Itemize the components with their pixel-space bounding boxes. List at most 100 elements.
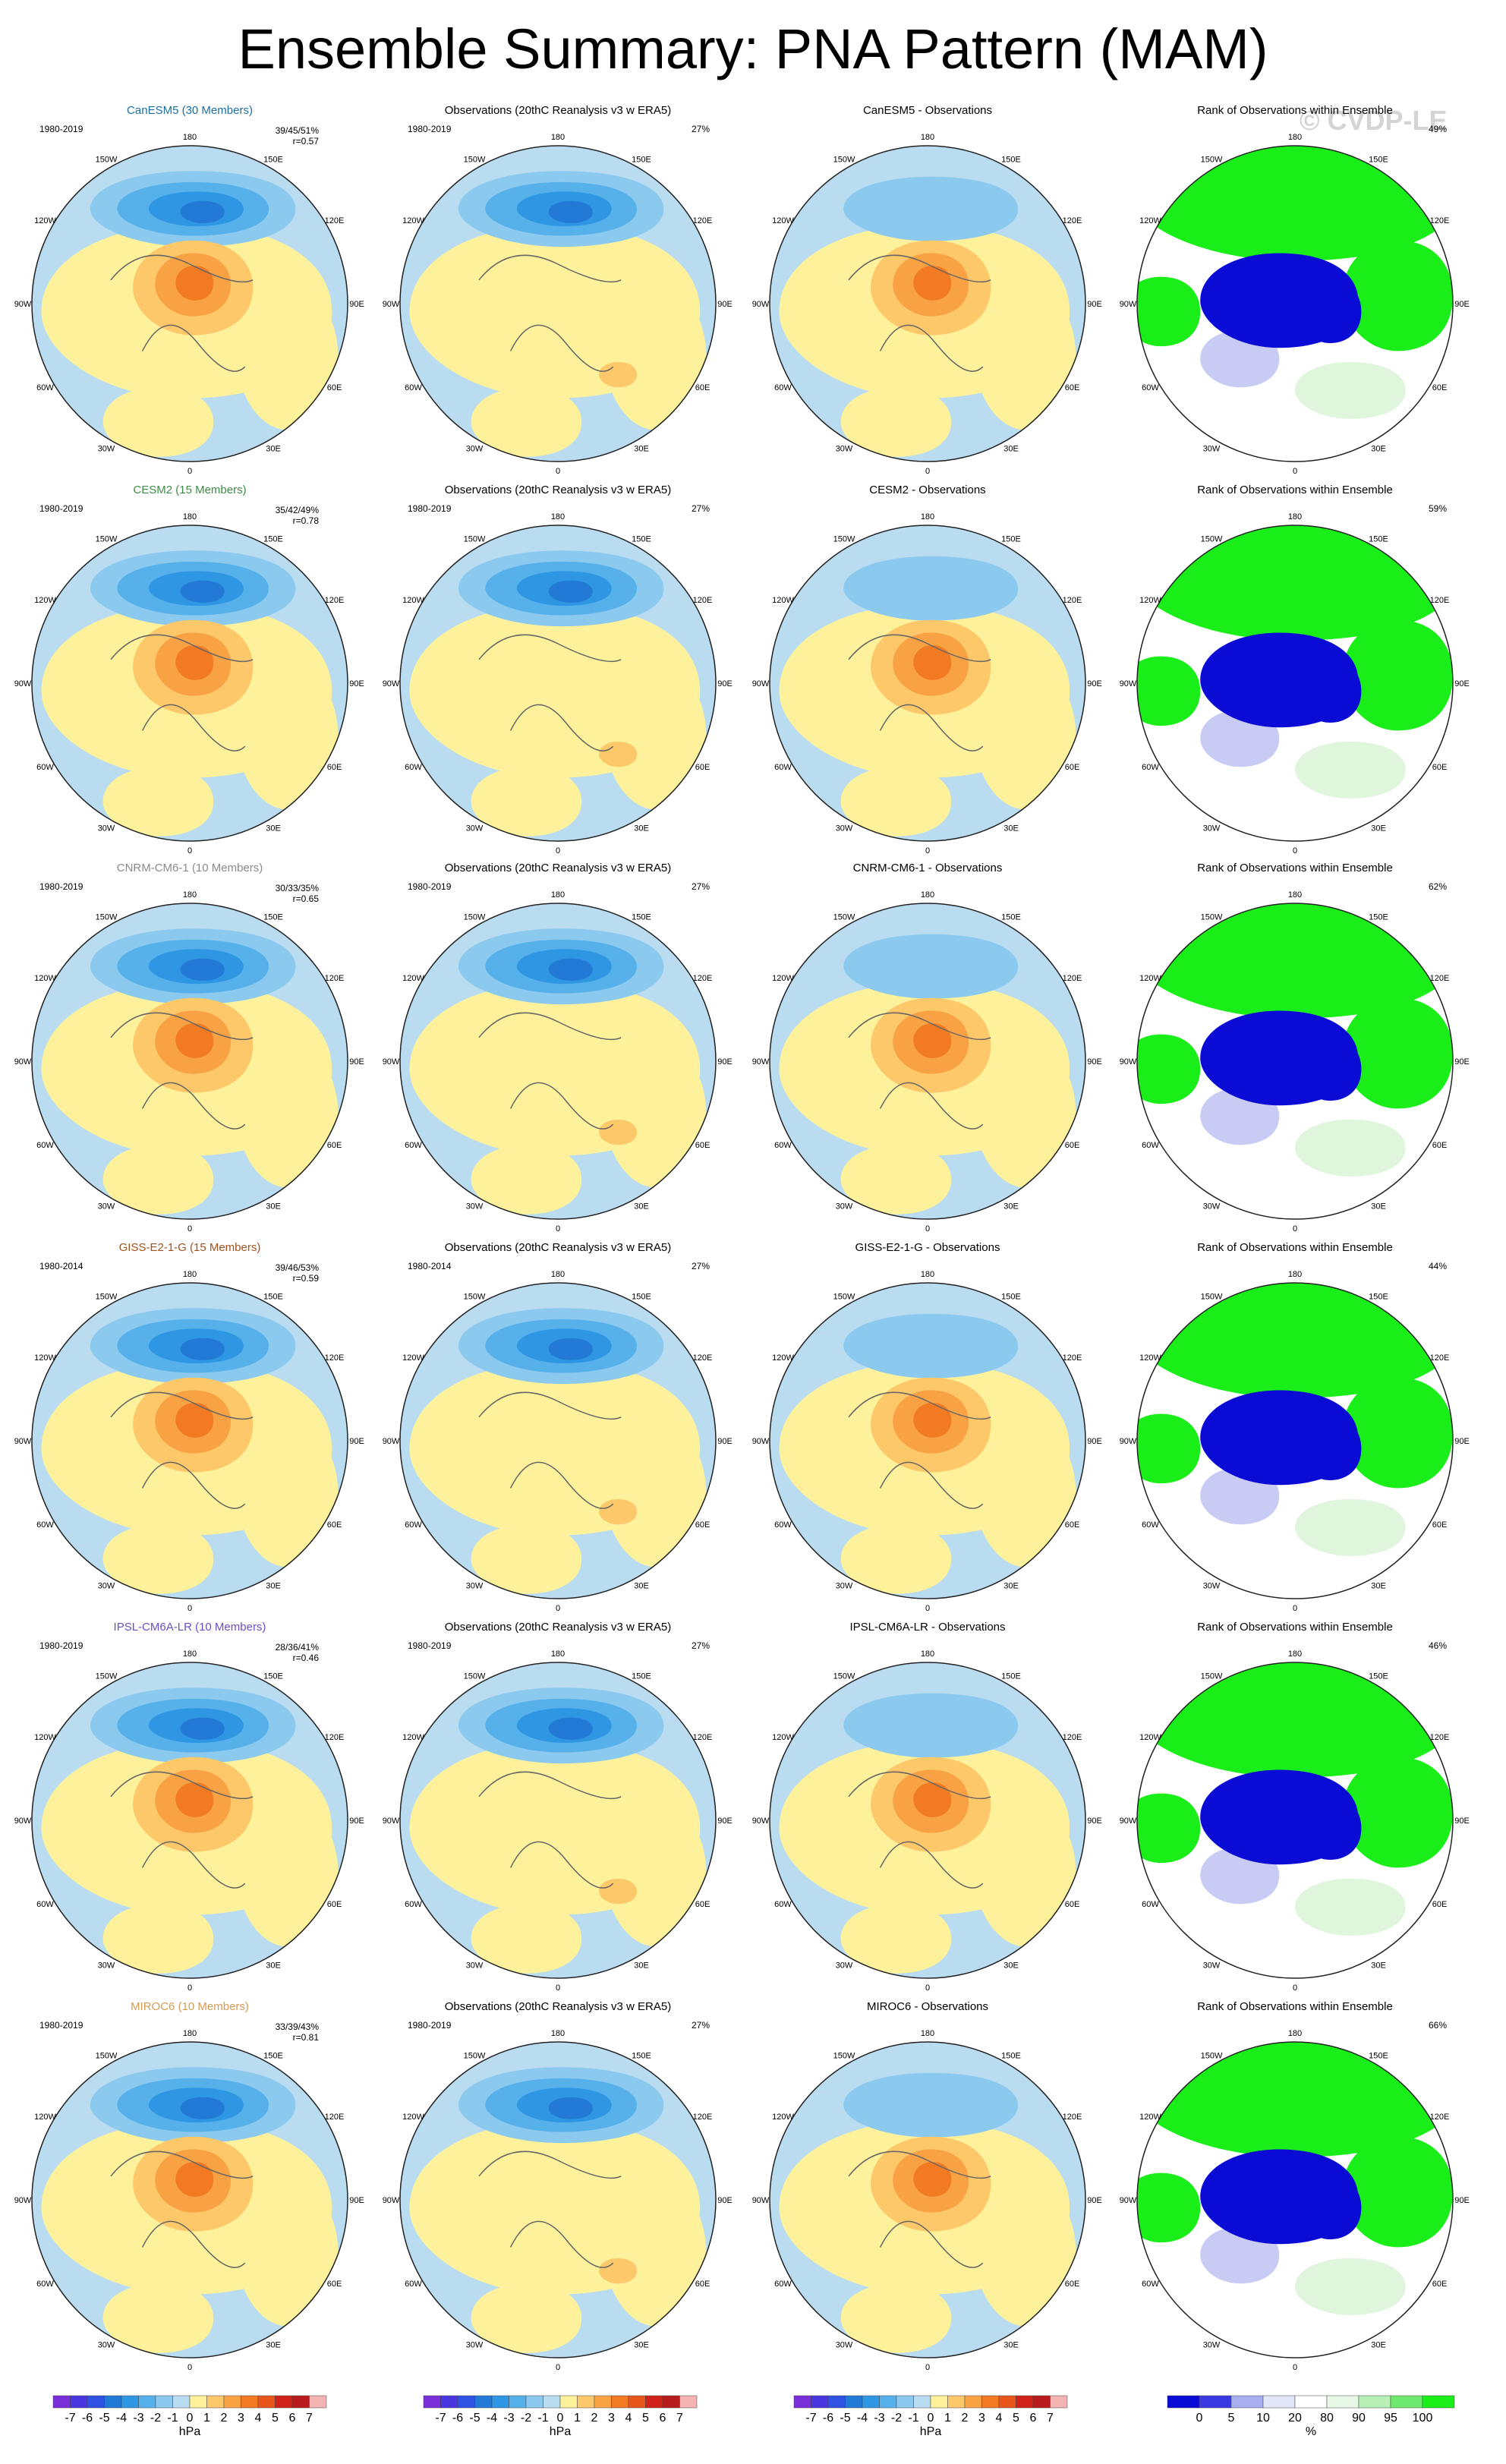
longitude-label: 120E [325, 1353, 345, 1363]
longitude-label: 60E [1065, 2280, 1080, 2289]
diff-title: CNRM-CM6-1 - Observations [853, 862, 1003, 874]
colorbar-swatch [440, 2395, 458, 2409]
map-field [770, 1283, 1085, 1599]
longitude-label: 30E [634, 1202, 649, 1212]
longitude-label: 180 [921, 890, 934, 900]
colorbar-tick-label: 4 [255, 2412, 262, 2425]
longitude-label: 150W [833, 534, 855, 544]
longitude-label: 120E [1430, 1353, 1450, 1363]
longitude-label: 60W [36, 1900, 54, 1909]
colorbar-tick-label: -7 [435, 2412, 446, 2425]
colorbar-tick-label: 7 [1047, 2412, 1054, 2425]
colorbar-swatch [879, 2395, 897, 2409]
longitude-label: 90E [1454, 679, 1470, 688]
obs-title: Observations (20thC Reanalysis v3 w ERA5… [445, 1621, 671, 1634]
map-panel: 180 150E 120E 90E 60E 30E 0 30W 60W 90W 120W 150W [1120, 512, 1470, 855]
colorbar-tick-label: 4 [625, 2412, 632, 2425]
longitude-label: 90W [752, 1816, 770, 1826]
obs-pct: 27% [692, 1640, 710, 1651]
colorbar-swatch [793, 2395, 811, 2409]
map-border [31, 525, 348, 842]
negative-anomaly-region [180, 1338, 225, 1360]
colorbar-swatch [1422, 2395, 1455, 2409]
longitude-label: 150E [263, 155, 283, 164]
positive-anomaly-region [605, 1425, 707, 1568]
longitude-label: 90W [1120, 300, 1137, 309]
longitude-label: 120E [1430, 974, 1450, 983]
obs-pct: 27% [692, 881, 710, 892]
rank-high-region [1342, 1377, 1453, 1489]
longitude-label: 30E [1371, 824, 1386, 833]
obs-pct: 27% [692, 2020, 710, 2031]
longitude-label: 60W [774, 2280, 792, 2289]
longitude-label: 0 [556, 2363, 560, 2372]
negative-anomaly-region [843, 1313, 1019, 1379]
longitude-label: 30E [1371, 1961, 1386, 1971]
longitude-label: 60W [405, 763, 422, 772]
longitude-label: 180 [1288, 2029, 1302, 2038]
ensemble-stats-r: r=0.59 [293, 1273, 320, 1284]
rank-highmid-region [1295, 1498, 1406, 1556]
longitude-label: 150E [1001, 1672, 1021, 1681]
colorbar-tick-label: -1 [537, 2412, 548, 2425]
coastline [509, 324, 614, 372]
longitude-label: 0 [925, 846, 930, 855]
longitude-label: 90E [349, 300, 364, 309]
longitude-label: 150W [464, 1292, 486, 1301]
longitude-label: 60E [1065, 383, 1080, 392]
longitude-label: 30E [634, 1582, 649, 1591]
positive-anomaly-center [175, 1782, 214, 1817]
longitude-label: 120E [1063, 1733, 1082, 1742]
map-panel: 180 150E 120E 90E 60E 30E 0 30W 60W 90W 120W 150W [14, 1649, 364, 1993]
colorbar-tick-label: 3 [978, 2412, 985, 2425]
longitude-label: 150E [263, 1292, 283, 1301]
longitude-label: 90E [349, 2196, 364, 2205]
longitude-label: 150E [632, 1672, 651, 1681]
longitude-label: 0 [187, 1604, 192, 1613]
longitude-label: 60E [695, 383, 710, 392]
colorbar-tick-label: 0 [557, 2412, 564, 2425]
map-border [769, 1662, 1086, 1979]
map-panel: 180 150E 120E 90E 60E 30E 0 30W 60W 90W 120W 150W [1120, 2029, 1470, 2372]
rank-pct: 66% [1429, 2020, 1447, 2031]
longitude-label: 0 [1293, 1983, 1297, 1993]
longitude-label: 90E [717, 1437, 733, 1446]
colorbar-tick-label: -6 [82, 2412, 93, 2425]
longitude-label: 180 [921, 1270, 934, 1279]
longitude-label: 150E [632, 912, 651, 922]
longitude-label: 150E [263, 2051, 283, 2060]
coastline [478, 2150, 622, 2179]
longitude-label: 120E [693, 974, 713, 983]
rank-high-region [1137, 2173, 1201, 2243]
positive-anomaly-region [237, 1045, 339, 1188]
longitude-label: 30E [266, 445, 281, 454]
colorbar-tick-label: 3 [608, 2412, 615, 2425]
longitude-label: 90W [1120, 2196, 1137, 2205]
longitude-label: 60E [327, 1900, 342, 1909]
longitude-label: 180 [551, 890, 565, 900]
longitude-label: 180 [551, 133, 565, 142]
colorbar-swatch [1358, 2395, 1391, 2409]
longitude-label: 120E [325, 2113, 345, 2122]
longitude-label: 180 [921, 512, 934, 521]
diff-title: GISS-E2-1-G - Observations [855, 1241, 1000, 1254]
map-panel: 180 150E 120E 90E 60E 30E 0 30W 60W 90W 120W 150W [1120, 1649, 1470, 1993]
longitude-label: 150E [1369, 1292, 1388, 1301]
colorbar-tick-label: -2 [521, 2412, 531, 2425]
colorbar-tick-label: 6 [1030, 2412, 1037, 2425]
longitude-label: 150E [263, 1672, 283, 1681]
colorbar-swatch [474, 2395, 493, 2409]
colorbar-hpa: -7 -6 -5 -4 -3 -2 -1 0 1 2 3 4 5 6 7 hPa [52, 2395, 327, 2438]
ensemble-stats-pct: 33/39/43% [276, 2021, 320, 2032]
longitude-label: 120E [1063, 596, 1082, 605]
longitude-label: 30W [1203, 2341, 1221, 2350]
colorbar-swatch [104, 2395, 122, 2409]
colorbar-swatch [559, 2395, 578, 2409]
longitude-label: 150W [464, 2051, 486, 2060]
obs-pct: 27% [692, 503, 710, 514]
longitude-label: 60E [1432, 2280, 1448, 2289]
longitude-label: 0 [556, 1224, 560, 1234]
colorbar-swatch [577, 2395, 595, 2409]
negative-anomaly-region [548, 1717, 593, 1740]
positive-anomaly-region [102, 767, 214, 837]
